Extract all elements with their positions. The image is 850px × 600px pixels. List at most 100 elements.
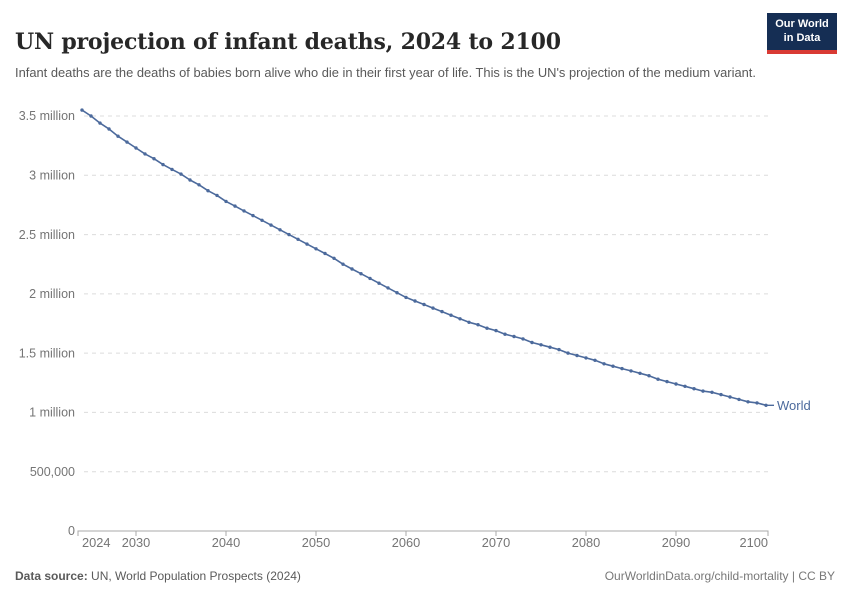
world-series-point (314, 247, 318, 251)
world-series-point (332, 256, 336, 260)
world-series-point (98, 121, 102, 125)
world-series-label: World (777, 398, 811, 413)
world-series-point (656, 377, 660, 381)
x-axis-tick-label: 2024 (82, 535, 110, 550)
world-series-point (746, 400, 750, 404)
world-series-point (755, 401, 759, 405)
world-series-point (449, 313, 453, 317)
world-series-point (197, 183, 201, 187)
world-series-point (485, 326, 489, 330)
x-axis-tick-label: 2030 (122, 535, 150, 550)
world-series-point (719, 392, 723, 397)
chart-subtitle: Infant deaths are the deaths of babies b… (15, 64, 756, 80)
x-axis-tick-label: 2070 (482, 535, 510, 550)
world-series-point (701, 389, 705, 393)
world-series-point (476, 323, 480, 327)
world-series-point (710, 390, 714, 394)
world-series-point (521, 337, 525, 341)
world-series-point (620, 366, 624, 371)
world-series-point (494, 328, 498, 333)
world-series-point (611, 364, 615, 368)
world-series-point (413, 299, 417, 303)
world-series-point (107, 127, 111, 131)
world-series-point (278, 228, 282, 232)
world-series-point (305, 242, 309, 246)
world-series-point (377, 281, 381, 285)
world-series-point (89, 114, 93, 118)
world-series-point (683, 384, 687, 388)
x-axis-tick-label: 2060 (392, 535, 420, 550)
world-series-point (422, 302, 426, 307)
world-series-point (530, 340, 534, 345)
data-source-label: Data source: (15, 569, 88, 583)
world-series-point (503, 332, 507, 336)
world-series-point (395, 291, 399, 295)
owid-logo-red-bar (767, 49, 837, 54)
world-series-point (692, 387, 696, 391)
world-series-point (458, 317, 462, 321)
x-axis-tick-label: 2090 (662, 535, 690, 550)
world-series-point (386, 286, 390, 290)
world-series-point (728, 395, 732, 399)
world-series-point (287, 232, 291, 237)
y-axis-tick-label: 1 million (29, 406, 75, 420)
world-series-point (260, 218, 264, 222)
world-series-point (575, 353, 579, 358)
x-axis-line (77, 530, 769, 536)
world-series-point (170, 167, 174, 172)
owid-logo-line2: in Data (783, 31, 821, 44)
world-series-point (584, 356, 588, 360)
world-series-point (512, 334, 516, 339)
footer-license-text: OurWorldinData.org/child-mortality | CC … (604, 569, 835, 583)
world-series-point (296, 237, 300, 241)
world-series-point (737, 397, 741, 402)
world-series-point (269, 223, 273, 227)
world-series-point (134, 146, 138, 150)
world-series-point (125, 140, 129, 144)
y-axis-tick-label: 2 million (29, 287, 75, 301)
world-series-point (593, 358, 597, 362)
world-series-point (647, 374, 651, 378)
y-axis-tick-label: 3 million (29, 168, 75, 182)
world-series-point (467, 320, 471, 324)
y-axis-tick-label: 500,000 (30, 465, 75, 479)
world-series-line (81, 109, 767, 407)
owid-logo-line1: Our World (775, 18, 829, 30)
world-series-point (674, 382, 678, 386)
y-axis-tick-label: 1.5 million (19, 346, 75, 360)
x-axis-tick-label: 2040 (212, 535, 240, 550)
data-source-text: UN, World Population Prospects (2024) (87, 569, 301, 583)
world-series-point (665, 379, 669, 384)
world-series-point (143, 152, 147, 156)
world-series-point (341, 262, 345, 266)
owid-logo: Our World in Data (767, 13, 837, 54)
world-series-point (179, 172, 183, 176)
world-series-point (548, 345, 552, 349)
y-axis-tick-label: 0 (68, 524, 75, 538)
y-axis-tick-label: 2.5 million (19, 228, 75, 242)
world-series-point (215, 193, 219, 198)
world-series-point (152, 157, 156, 161)
world-series-point (206, 189, 210, 193)
world-series-point (323, 251, 327, 256)
world-series-point (404, 295, 408, 300)
world-series-point (161, 162, 165, 167)
world-series-point (233, 204, 237, 208)
world-series-point (539, 343, 543, 347)
world-series-point (251, 213, 255, 218)
world-series-point (224, 199, 228, 204)
world-series-point (638, 371, 642, 375)
y-axis-tick-label: 3.5 million (19, 109, 75, 123)
x-axis-tick-label: 2100 (740, 535, 768, 550)
world-series-point (440, 309, 444, 314)
chart-footer: Data source: UN, World Population Prospe… (15, 569, 835, 583)
world-series-point (359, 272, 363, 276)
world-series-point (80, 108, 84, 112)
world-series-point (557, 347, 561, 352)
world-series-point (242, 209, 246, 213)
owid-logo-text: Our World in Data (767, 13, 837, 50)
world-series-point (188, 178, 192, 182)
x-axis-tick-label: 2050 (302, 535, 330, 550)
